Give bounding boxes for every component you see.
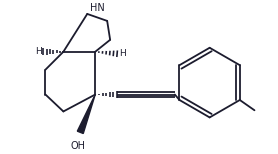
Polygon shape [77,95,95,134]
Text: H: H [119,49,125,58]
Text: OH: OH [71,141,86,151]
Text: H: H [35,47,42,56]
Text: HN: HN [90,3,105,13]
